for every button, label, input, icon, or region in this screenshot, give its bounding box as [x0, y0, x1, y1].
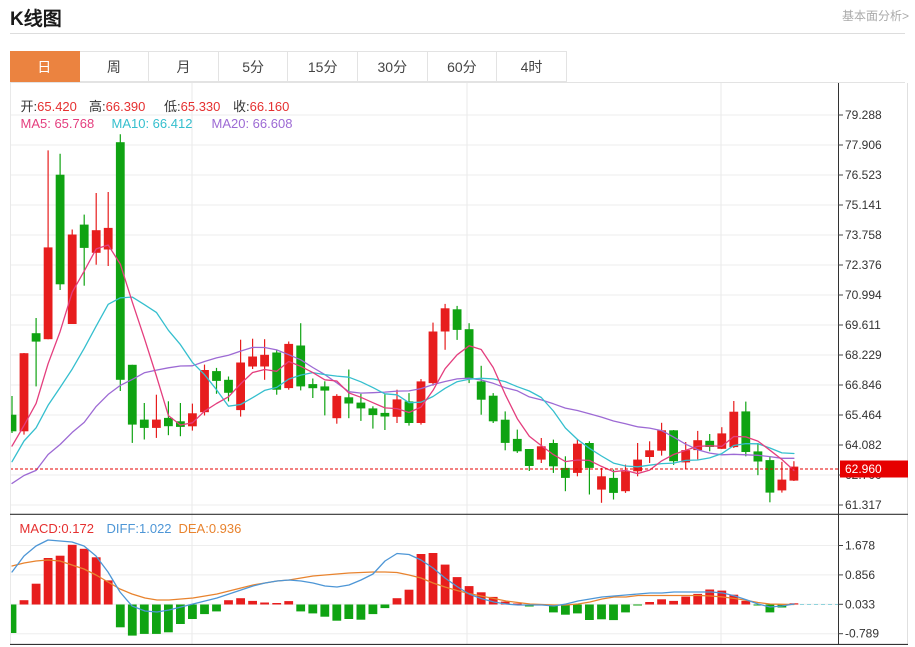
svg-text:62.960: 62.960	[845, 462, 882, 476]
svg-text:72.376: 72.376	[845, 258, 882, 272]
svg-text:1.678: 1.678	[845, 539, 875, 553]
svg-text:79.288: 79.288	[845, 108, 882, 122]
svg-text:77.906: 77.906	[845, 138, 882, 152]
svg-text:64.082: 64.082	[845, 438, 882, 452]
svg-text:75.141: 75.141	[845, 198, 882, 212]
svg-text:65.464: 65.464	[845, 408, 882, 422]
svg-text:76.523: 76.523	[845, 168, 882, 182]
svg-text:66.846: 66.846	[845, 378, 882, 392]
svg-text:61.317: 61.317	[845, 498, 882, 512]
svg-text:0.856: 0.856	[845, 568, 875, 582]
svg-text:69.611: 69.611	[845, 318, 881, 332]
svg-text:68.229: 68.229	[845, 348, 882, 362]
svg-text:0.033: 0.033	[845, 597, 875, 611]
svg-text:-0.789: -0.789	[845, 627, 879, 641]
svg-text:70.994: 70.994	[845, 288, 882, 302]
svg-text:73.758: 73.758	[845, 228, 882, 242]
